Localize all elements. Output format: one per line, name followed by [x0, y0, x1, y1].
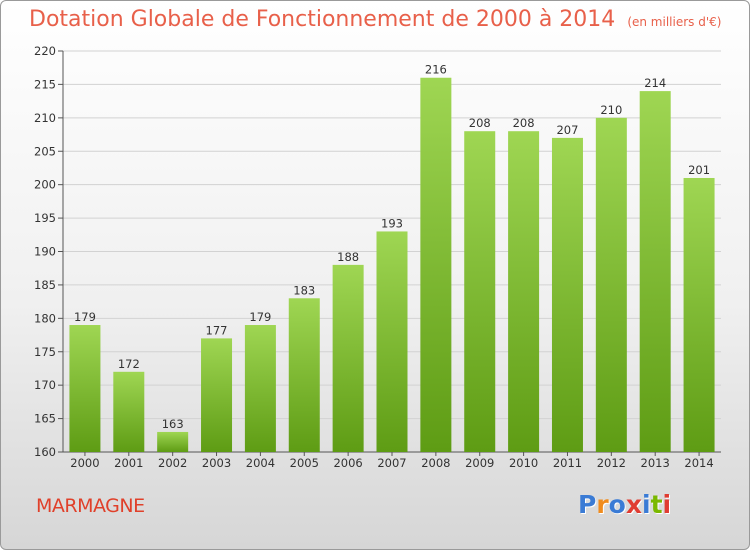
chart-title-text: Dotation Globale de Fonctionnement de 20…: [29, 7, 616, 32]
y-tick-label: 200: [34, 178, 56, 192]
bar-2013: [639, 91, 671, 452]
y-tick-label: 180: [34, 311, 56, 325]
data-label: 188: [337, 250, 359, 264]
data-label: 179: [74, 310, 96, 324]
x-tick-label: 2009: [465, 456, 494, 470]
bar-2005: [288, 298, 320, 452]
data-label: 208: [513, 116, 535, 130]
y-tick-label: 190: [34, 245, 56, 259]
x-tick-label: 2002: [158, 456, 187, 470]
y-tick-label: 195: [34, 211, 56, 225]
x-tick-label: 2006: [333, 456, 362, 470]
x-tick-label: 2014: [684, 456, 713, 470]
bars: [69, 77, 715, 452]
data-label: 177: [206, 323, 228, 337]
bar-2001: [113, 371, 145, 452]
data-label: 172: [118, 357, 140, 371]
data-label: 214: [644, 76, 666, 90]
logo-letter: o: [608, 490, 626, 519]
data-label: 179: [249, 310, 271, 324]
axes: 160 165 170 175 180 185 190 195 200 205 210 215 220 2…: [34, 44, 721, 470]
y-tick-label: 205: [34, 144, 56, 158]
bar-2003: [201, 338, 233, 452]
data-label: 201: [688, 163, 710, 177]
bar-2008: [420, 77, 452, 452]
y-tick-label: 220: [34, 44, 56, 58]
logo-letter: i: [662, 490, 672, 519]
data-label: 193: [381, 216, 403, 230]
x-tick-label: 2012: [597, 456, 626, 470]
data-label: 208: [469, 116, 491, 130]
x-tick-label: 2011: [553, 456, 582, 470]
commune-name: MARMAGNE: [36, 495, 145, 517]
y-tick-label: 170: [34, 378, 56, 392]
y-tick-label: 215: [34, 77, 56, 91]
y-tick-label: 165: [34, 412, 56, 426]
bar-2012: [595, 117, 627, 452]
x-tick-label: 2001: [114, 456, 143, 470]
chart-title: Dotation Globale de Fonctionnement de 20…: [29, 7, 721, 32]
data-labels: 179 172 163 177 179 183 188 193 216 208 208 207 210 2…: [74, 63, 710, 431]
logo-letter: i: [642, 490, 651, 519]
y-tick-label: 175: [34, 345, 56, 359]
data-label: 163: [162, 417, 184, 431]
y-tick-label: 210: [34, 111, 56, 125]
logo-letter: P: [578, 490, 597, 519]
data-label: 216: [425, 63, 447, 77]
bar-2006: [332, 264, 364, 452]
bar-2002: [157, 431, 189, 452]
logo-letter: t: [650, 490, 663, 519]
bar-2011: [551, 137, 583, 452]
x-tick-label: 2013: [641, 456, 670, 470]
x-tick-label: 2000: [70, 456, 99, 470]
bar-2000: [69, 325, 101, 452]
data-label: 183: [293, 283, 315, 297]
data-label: 210: [600, 103, 622, 117]
x-tick-label: 2010: [509, 456, 538, 470]
x-tick-label: 2008: [421, 456, 450, 470]
chart-subtitle: (en milliers d'€): [627, 15, 722, 29]
x-tick-label: 2004: [246, 456, 275, 470]
bar-2010: [508, 131, 540, 452]
bar-2014: [683, 177, 715, 452]
x-tick-label: 2003: [202, 456, 231, 470]
bar-2007: [376, 231, 408, 452]
x-tick-label: 2005: [290, 456, 319, 470]
x-tick-label: 2007: [377, 456, 406, 470]
data-label: 207: [556, 123, 578, 137]
logo-letter: x: [625, 490, 642, 519]
logo-letter: r: [596, 490, 609, 519]
y-tick-label: 160: [34, 445, 56, 459]
proxiti-logo: Proxiti: [578, 490, 671, 519]
bar-2004: [244, 325, 276, 452]
bar-2009: [464, 131, 496, 452]
y-tick-label: 185: [34, 278, 56, 292]
